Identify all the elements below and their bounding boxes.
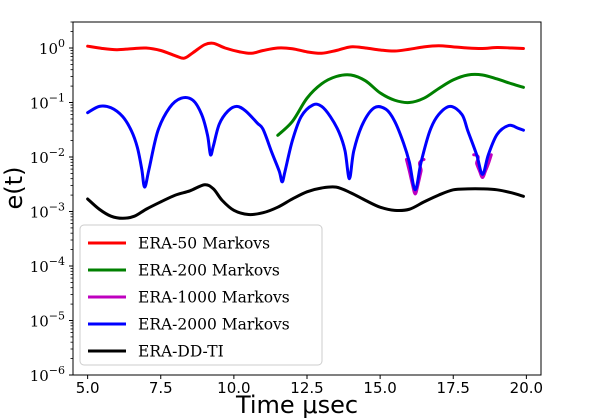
y-tick-label: 10−2 — [30, 146, 65, 167]
y-tick-label: 10−4 — [30, 255, 65, 276]
legend-label-era-dd-ti: ERA-DD-TI — [138, 343, 224, 361]
x-tick-label: 17.5 — [437, 379, 470, 397]
y-tick-label: 10−6 — [30, 364, 65, 385]
series-layer — [86, 41, 525, 220]
series-line-era-200-markovs — [276, 72, 525, 137]
legend-label-era-50-markovs: ERA-50 Markovs — [138, 235, 270, 253]
x-tick-label: 10.0 — [217, 379, 250, 397]
x-axis: 5.0 7.5 10.0 12.5 15.0 17.5 20.0 — [76, 375, 543, 397]
series-line-era-50-markovs — [86, 41, 525, 60]
y-axis-label: e(t) — [0, 167, 28, 210]
y-tick-label: 10−5 — [30, 310, 65, 331]
x-axis-label: Time μsec — [235, 391, 358, 418]
x-tick-label: 15.0 — [363, 379, 396, 397]
legend: ERA-50 Markovs ERA-200 Markovs ERA-1000 Ma… — [79, 224, 323, 366]
y-axis: 10−6 10−5 10−4 10−3 10−2 10−1 100 — [30, 21, 73, 385]
series-line-era-dd-ti — [86, 183, 525, 220]
legend-label-era-1000-markovs: ERA-1000 Markovs — [138, 289, 290, 307]
series-line-era-1000-markovs — [404, 153, 493, 196]
x-tick-label: 5.0 — [76, 379, 100, 397]
legend-label-era-200-markovs: ERA-200 Markovs — [138, 262, 280, 280]
x-tick-label: 7.5 — [149, 379, 173, 397]
legend-label-era-2000-markovs: ERA-2000 Markovs — [138, 316, 290, 334]
x-tick-label: 20.0 — [510, 379, 543, 397]
legend-box — [79, 224, 323, 366]
y-tick-label: 100 — [39, 37, 65, 58]
y-tick-label: 10−1 — [30, 92, 65, 113]
series-line-era-2000-markovs — [86, 96, 525, 192]
y-tick-label: 10−3 — [30, 201, 65, 222]
x-tick-label: 12.5 — [290, 379, 323, 397]
